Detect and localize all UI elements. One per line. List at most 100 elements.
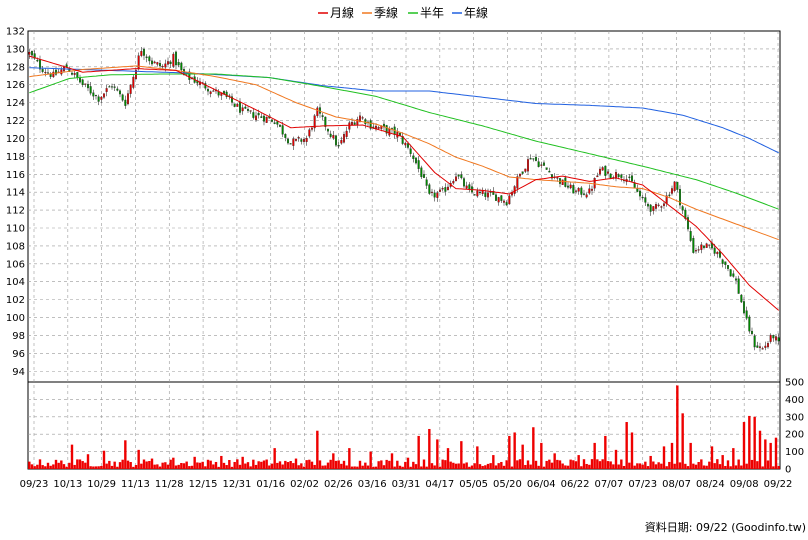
candle-body — [743, 301, 745, 314]
price-tick-label-4: 124 — [6, 98, 25, 109]
candle-body — [745, 310, 748, 319]
candle-body — [735, 278, 737, 281]
volume-tick-label-0: 500 — [785, 378, 804, 389]
volume-bar — [473, 463, 476, 469]
volume-bar — [708, 461, 711, 469]
volume-bar — [252, 459, 255, 469]
volume-bar — [380, 460, 383, 469]
candle-body — [180, 62, 183, 71]
candle-body — [404, 142, 407, 146]
candle-body — [452, 181, 455, 184]
volume-bar — [222, 462, 226, 469]
candle-body — [575, 190, 577, 192]
volume-bar — [561, 463, 564, 469]
volume-bar — [334, 460, 338, 469]
volume-bar — [406, 457, 410, 469]
candle-body — [767, 343, 769, 348]
volume-bar — [702, 465, 706, 469]
volume-bar — [678, 462, 682, 469]
volume-bar — [302, 466, 306, 469]
candle-body — [263, 115, 265, 122]
volume-bar — [126, 460, 130, 469]
volume-bar — [401, 466, 404, 469]
candle-body — [497, 197, 500, 203]
volume-bar — [140, 463, 143, 469]
candle-body — [423, 174, 425, 178]
candle-body — [343, 134, 345, 143]
volume-bar — [422, 459, 426, 469]
volume-bar — [44, 466, 47, 469]
candle-body — [116, 88, 119, 91]
volume-bar — [657, 462, 660, 469]
volume-bar — [478, 464, 482, 469]
candle-body — [71, 72, 73, 75]
volume-bar — [737, 459, 740, 469]
candle-body — [257, 113, 260, 116]
volume-bar — [740, 465, 743, 469]
moving-averages — [29, 55, 780, 311]
volume-bar — [249, 466, 252, 469]
x-tick-label-7: 01/16 — [256, 479, 285, 490]
volume-bar — [241, 456, 244, 469]
candle-body — [524, 168, 527, 172]
candle-body — [217, 91, 220, 96]
candle-body — [479, 191, 481, 194]
candle-body — [241, 107, 244, 112]
candle-body — [687, 217, 689, 230]
candle-body — [108, 86, 111, 88]
volume-bar — [734, 465, 738, 469]
candle-body — [695, 250, 697, 252]
candle-body — [399, 132, 401, 136]
candle-body — [161, 66, 164, 68]
volume-bar — [492, 455, 495, 469]
volume-bar — [412, 461, 415, 469]
candle-body — [703, 245, 705, 248]
price-tick-label-16: 100 — [6, 313, 25, 324]
candle-body — [356, 119, 359, 125]
candle-body — [177, 62, 180, 66]
candle-body — [76, 72, 79, 78]
candle-body — [615, 172, 617, 179]
x-tick-label-5: 12/15 — [189, 479, 218, 490]
volume-bar — [41, 465, 44, 469]
candle-body — [156, 62, 159, 65]
volume-bar — [700, 459, 703, 469]
volume-bar — [60, 460, 63, 469]
candle-body — [300, 139, 303, 142]
candle-body — [556, 177, 559, 179]
volume-bar — [262, 460, 266, 469]
volume-bar — [180, 463, 183, 469]
candle-body — [492, 190, 495, 195]
volume-bar — [364, 462, 367, 469]
volume-bar — [436, 439, 439, 469]
volume-bar — [484, 465, 487, 469]
volume-bar — [110, 465, 114, 469]
candle-body — [284, 134, 287, 138]
volume-bar — [689, 442, 692, 469]
volume-bar — [238, 464, 242, 469]
candle-body — [103, 93, 105, 98]
candle-body — [353, 122, 356, 125]
candle-body — [140, 51, 143, 56]
candle-body — [359, 115, 361, 123]
volume-bar — [724, 465, 727, 469]
volume-bar — [705, 465, 708, 469]
volume-bar — [609, 461, 612, 469]
candle-body — [335, 135, 337, 146]
candle-body — [668, 194, 671, 196]
volume-bar — [593, 442, 596, 469]
volume-bar — [185, 461, 188, 469]
candle-body — [44, 72, 47, 74]
candle-body — [297, 137, 300, 139]
volume-bar — [220, 455, 223, 469]
volume-bar — [590, 459, 594, 469]
volume-bar — [108, 460, 111, 469]
volume-bar — [52, 464, 55, 469]
candle-body — [505, 202, 508, 206]
candle-body — [425, 179, 428, 186]
volume-bar — [598, 461, 602, 469]
price-tick-label-13: 106 — [6, 259, 25, 270]
x-tick-label-1: 10/13 — [53, 479, 82, 490]
volume-bar — [70, 444, 74, 469]
candle-body — [151, 60, 153, 65]
